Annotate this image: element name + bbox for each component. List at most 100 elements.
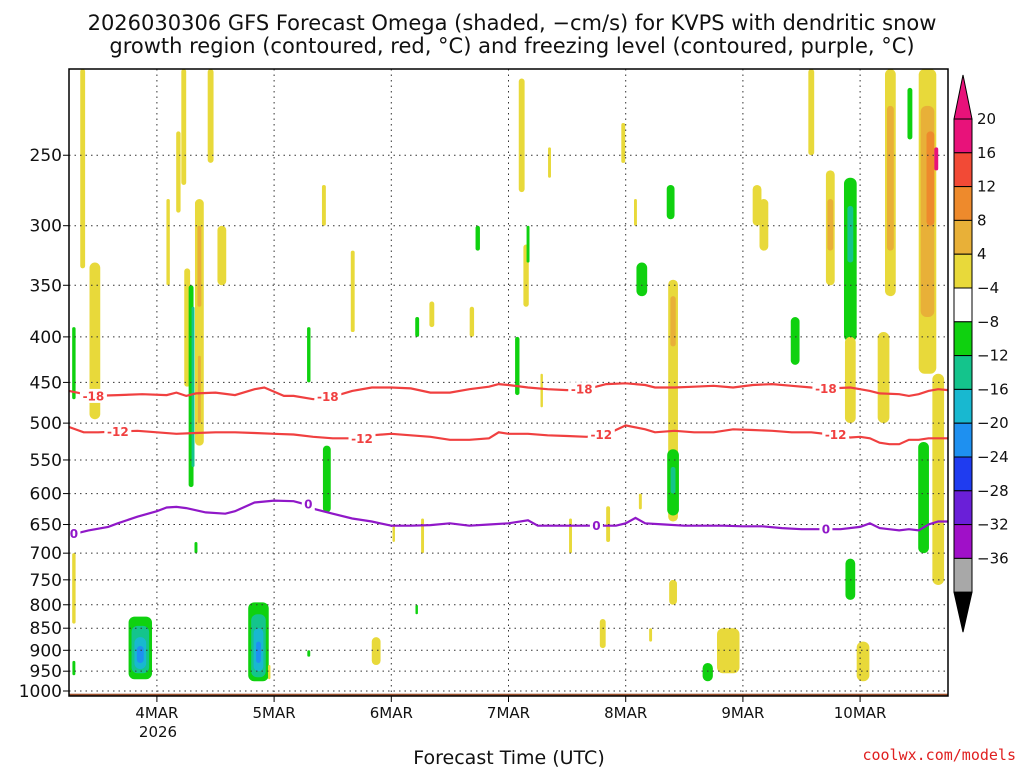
colorbar-label: 20 (977, 110, 996, 128)
colorbar-label: −32 (977, 516, 1009, 534)
contour-label-bg (812, 381, 840, 396)
contour-label-bg (79, 388, 107, 403)
omega-shading-layer (72, 69, 945, 682)
omega-region (207, 69, 214, 163)
omega-region (569, 518, 572, 554)
y-tick-label: 250 (30, 146, 62, 166)
omega-region (307, 327, 311, 383)
x-tick-label: 7MAR (487, 704, 530, 722)
x-axis: 2026 4MAR 5MAR 6MAR 7MAR 8MAR 9MAR 10MAR (135, 696, 886, 741)
omega-region (634, 199, 637, 226)
omega-region (752, 184, 762, 226)
omega-region (350, 250, 355, 333)
contour-label-bg (348, 431, 376, 446)
omega-region (638, 493, 642, 510)
y-tick-label: 500 (30, 414, 62, 434)
contour-label: -12 (825, 428, 847, 442)
omega-region (267, 665, 271, 680)
y-tick-label: 400 (30, 328, 62, 348)
contour-line (68, 424, 948, 446)
contour-label-bg (568, 382, 596, 397)
omega-region (415, 317, 420, 337)
x-tick-label: 9MAR (721, 704, 764, 722)
colorbar-bin (953, 490, 973, 526)
omega-region (72, 327, 76, 400)
y-tick-label: 850 (30, 619, 62, 639)
colorbar-label: 4 (977, 245, 987, 263)
contour-label-bg (587, 427, 615, 442)
y-tick-label: 650 (30, 516, 62, 536)
grid-layer (69, 69, 948, 696)
contour-label: -12 (107, 425, 129, 439)
omega-region (808, 69, 815, 156)
omega-region (307, 650, 311, 657)
colorbar-bin (953, 355, 973, 390)
contour-label: -12 (351, 432, 373, 446)
omega-region (670, 466, 676, 494)
omega-region (670, 296, 676, 347)
colorbar-label: −16 (977, 380, 1009, 398)
omega-region (136, 645, 144, 663)
x-tick-label: 5MAR (253, 704, 296, 722)
colorbar-label: 16 (977, 144, 996, 162)
contour-label: 0 (592, 519, 600, 533)
colorbar-bin (953, 456, 973, 492)
y-tick-label: 550 (30, 451, 62, 471)
contour-label-bg (301, 496, 315, 511)
omega-region (197, 355, 201, 424)
contour-label: -18 (317, 390, 339, 404)
colorbar-top-cap (953, 74, 973, 120)
contour-label-bg (67, 526, 81, 541)
contour-layer: -18 -18 -18 -18 -12 -12 -12 -12 0 0 0 0 (67, 381, 949, 541)
contour-label-bg (589, 518, 603, 533)
colorbar-bin (953, 321, 973, 357)
omega-region (717, 628, 740, 674)
omega-region (194, 199, 204, 446)
omega-region (845, 558, 856, 600)
y-tick-label: 300 (30, 217, 62, 237)
colorbar-bin (953, 557, 973, 593)
omega-region (197, 225, 202, 307)
y-tick-label: 750 (30, 571, 62, 591)
x-tick-label: 6MAR (370, 704, 413, 722)
omega-region (926, 131, 935, 226)
colorbar-label: −20 (977, 414, 1009, 432)
omega-region (877, 332, 890, 424)
y-tick-label: 800 (30, 596, 62, 616)
contour-label-bg (314, 389, 342, 404)
omega-region (72, 660, 76, 676)
omega-region (907, 87, 913, 140)
omega-region (371, 637, 381, 666)
omega-region (176, 131, 181, 213)
omega-region (934, 147, 939, 171)
omega-region (191, 306, 195, 467)
colorbar-label: −24 (977, 448, 1009, 466)
contour-label: 0 (304, 497, 312, 511)
x-axis-label: Forecast Time (UTC) (413, 747, 604, 768)
omega-region (256, 641, 261, 663)
omega-region (856, 641, 870, 682)
omega-region (827, 199, 834, 251)
colorbar-label: −4 (977, 279, 999, 297)
omega-region (844, 336, 856, 424)
contour-label: -18 (83, 389, 105, 403)
y-tick-label: 700 (30, 544, 62, 564)
omega-region (790, 317, 800, 365)
omega-region (181, 69, 187, 185)
omega-region (72, 553, 76, 624)
omega-region (599, 618, 606, 649)
colorbar-label: 8 (977, 211, 987, 229)
colorbar-label: −36 (977, 549, 1009, 567)
colorbar-bin (953, 524, 973, 559)
contour-label: 0 (70, 527, 78, 541)
x-tick-label: 4MAR (135, 704, 178, 722)
x-tick-label: 8MAR (604, 704, 647, 722)
colorbar-label: −12 (977, 347, 1009, 365)
omega-region (932, 373, 945, 585)
chart-title-line-1: 2026030306 GFS Forecast Omega (shaded, −… (88, 11, 937, 35)
chart-title-line-2: growth region (contoured, red, °C) and f… (109, 34, 914, 58)
colorbar-bin (953, 118, 973, 154)
credit-text: coolwx.com/models (862, 746, 1016, 764)
x-tick-label: 10MAR (834, 704, 887, 722)
colorbar-label: −8 (977, 313, 999, 331)
